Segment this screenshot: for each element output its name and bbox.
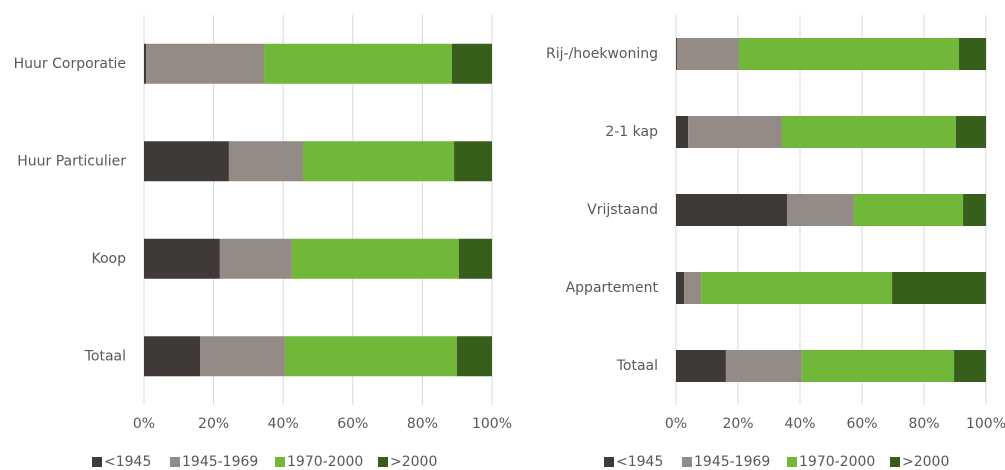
- bar-segment: [146, 43, 265, 84]
- x-tick-label: 80%: [908, 416, 939, 432]
- bar-segment: [725, 350, 802, 382]
- bar-segment: [303, 141, 455, 182]
- y-tick-label: Rij-/hoekwoning: [546, 46, 658, 62]
- x-tick-label: 100%: [966, 416, 1005, 432]
- legend-label: >2000: [390, 454, 437, 470]
- bar-segment: [144, 141, 229, 182]
- legend-swatch: [890, 457, 900, 467]
- y-tick-label: Huur Corporatie: [14, 56, 126, 72]
- legend-swatch: [275, 457, 285, 467]
- x-tick-label: 0%: [133, 416, 155, 432]
- legend-swatch: [170, 457, 180, 467]
- bar-segment: [456, 336, 492, 377]
- x-tick-label: 0%: [665, 416, 687, 432]
- legend-label: 1970-2000: [287, 454, 363, 470]
- x-tick-label: 40%: [784, 416, 815, 432]
- bar-segment: [688, 116, 783, 148]
- bar-segment: [701, 272, 893, 304]
- bar-segment: [684, 272, 702, 304]
- legend-swatch: [604, 457, 614, 467]
- bar-segment: [892, 272, 986, 304]
- bar-segment: [200, 336, 285, 377]
- x-tick-label: 60%: [846, 416, 877, 432]
- x-tick-label: 60%: [337, 416, 368, 432]
- bar-segment: [451, 43, 492, 84]
- bar-segment: [458, 238, 492, 279]
- bar-segment: [738, 38, 960, 70]
- legend-swatch: [92, 457, 102, 467]
- bar-segment: [284, 336, 457, 377]
- bar-segment: [676, 194, 787, 226]
- legend-label: <1945: [616, 454, 663, 470]
- x-tick-label: 20%: [198, 416, 229, 432]
- y-tick-label: Totaal: [84, 348, 126, 364]
- legend-swatch: [787, 457, 797, 467]
- legend-label: >2000: [902, 454, 949, 470]
- bar-segment: [228, 141, 304, 182]
- bar-segment: [801, 350, 955, 382]
- bar-segment: [955, 116, 986, 148]
- bar-segment: [454, 141, 492, 182]
- bar-segment: [291, 238, 459, 279]
- legend-label: 1970-2000: [799, 454, 875, 470]
- x-tick-label: 20%: [722, 416, 753, 432]
- y-tick-label: 2-1 kap: [605, 124, 658, 140]
- bar-segment: [676, 38, 739, 70]
- legend-label: 1945-1969: [694, 454, 770, 470]
- bar-segment: [676, 38, 677, 70]
- bar-segment: [264, 43, 452, 84]
- bar-segment: [963, 194, 986, 226]
- bar-segment: [676, 116, 689, 148]
- y-tick-label: Koop: [91, 251, 126, 267]
- y-tick-label: Appartement: [566, 280, 659, 296]
- bar-segment: [786, 194, 854, 226]
- legend-label: 1945-1969: [182, 454, 258, 470]
- y-tick-label: Vrijstaand: [587, 202, 658, 218]
- bar-segment: [959, 38, 986, 70]
- y-tick-label: Totaal: [616, 358, 658, 374]
- bar-segment: [144, 238, 220, 279]
- x-tick-label: 40%: [268, 416, 299, 432]
- x-tick-label: 80%: [407, 416, 438, 432]
- legend-label: <1945: [104, 454, 151, 470]
- x-tick-label: 100%: [472, 416, 512, 432]
- bar-segment: [782, 116, 956, 148]
- legend-swatch: [682, 457, 692, 467]
- bar-segment: [676, 272, 685, 304]
- bar-segment: [219, 238, 292, 279]
- bar-segment: [144, 43, 147, 84]
- y-tick-label: Huur Particulier: [17, 153, 126, 169]
- bar-segment: [676, 350, 726, 382]
- legend-swatch: [378, 457, 388, 467]
- bar-segment: [853, 194, 964, 226]
- bar-segment: [954, 350, 986, 382]
- bar-segment: [144, 336, 201, 377]
